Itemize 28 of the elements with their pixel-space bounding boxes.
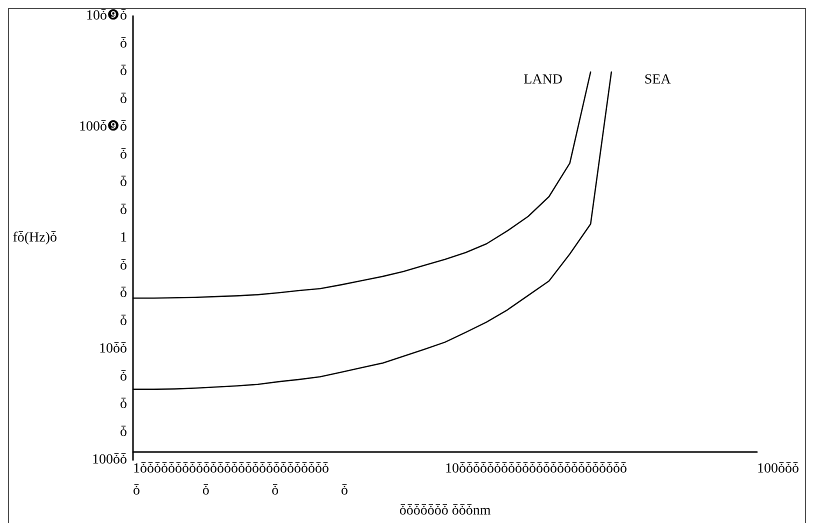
text: fȱ(Hz)ȱ bbox=[12, 230, 57, 246]
text: ȱ bbox=[120, 36, 127, 52]
text: ȱ bbox=[202, 484, 210, 498]
text: ȱ bbox=[120, 397, 127, 412]
text: 100ȱȱȱ bbox=[757, 462, 799, 476]
text: ȱ bbox=[272, 484, 279, 498]
text: 10ȱȱȱȱȱȱȱȱȱȱȱȱȱȱȱȱȱȱȱȱȱȱȱȱ bbox=[445, 462, 627, 476]
text: ȱ bbox=[341, 484, 348, 498]
text: 1 bbox=[120, 230, 127, 246]
text: ȱ bbox=[120, 202, 127, 218]
series-label: LAND bbox=[524, 72, 562, 88]
text: 100ȱ❾ȱ bbox=[79, 120, 127, 134]
text: ȱ bbox=[120, 147, 127, 162]
text: ȱ bbox=[120, 424, 127, 440]
text: 1ȱȱȱȱȱȱȱȱȱȱȱȱȱȱȱȱȱȱȱȱȱȱȱȱȱȱȱ bbox=[133, 462, 329, 476]
text: ȱ bbox=[120, 314, 127, 329]
x-axis-title: ȱȱȱȱȱȱȱ ȱȱȱnm bbox=[399, 504, 491, 518]
text: 10ȱȱ bbox=[99, 342, 127, 356]
text: 10ȱ❾ȱ bbox=[86, 8, 127, 24]
text: SEA bbox=[644, 72, 672, 88]
text: ȱ bbox=[120, 258, 127, 274]
text: ȱ bbox=[120, 92, 127, 107]
text: 100ȱȱ bbox=[92, 452, 127, 468]
text: ȱ bbox=[120, 369, 127, 384]
text: ȱ bbox=[133, 484, 140, 498]
text: ȱ bbox=[120, 64, 127, 79]
text: ȱ bbox=[120, 175, 127, 190]
text: ȱ bbox=[120, 286, 127, 301]
